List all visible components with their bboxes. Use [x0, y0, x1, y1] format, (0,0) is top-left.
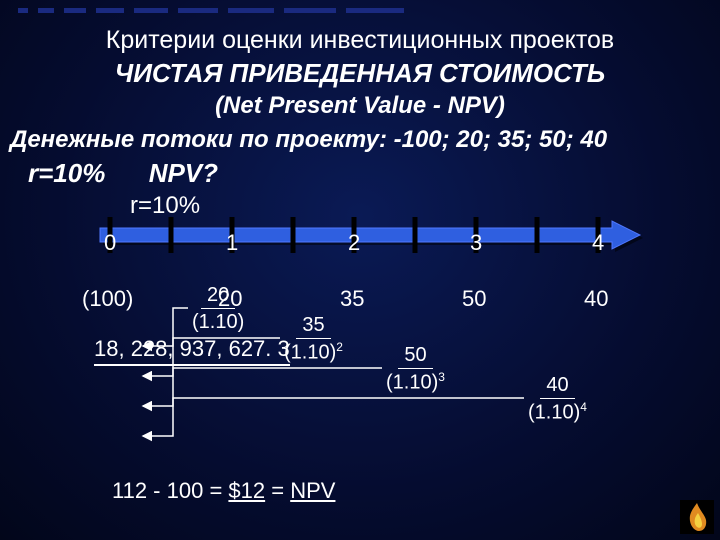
cashflow-label: 35	[340, 286, 364, 312]
cashflow-label: 50	[462, 286, 486, 312]
present-value-list: 18, 228, 937, 627. 3	[94, 334, 290, 366]
discount-fraction: 20(1.10)	[192, 284, 244, 333]
pv-value: 27. 3	[241, 334, 290, 365]
result-eq: =	[265, 478, 290, 503]
result-value: $12	[228, 478, 265, 503]
period-label: 3	[470, 230, 482, 256]
pv-value: 18, 2	[94, 334, 143, 365]
result-npv: NPV	[290, 478, 335, 503]
result-line: 112 - 100 = $12 = NPV	[112, 478, 335, 504]
corner-flame-icon	[680, 500, 714, 534]
period-label: 0	[104, 230, 116, 256]
cashflow-label: 40	[584, 286, 608, 312]
pv-value: 37, 6	[192, 334, 241, 365]
period-label: 1	[226, 230, 238, 256]
discount-fraction: 35(1.10)2	[284, 314, 343, 364]
discount-fraction: 40(1.10)4	[528, 374, 587, 424]
discount-fraction: 50(1.10)3	[386, 344, 445, 394]
label-overlay: 01234(100)2035504020(1.10)35(1.10)250(1.…	[0, 0, 720, 540]
result-prefix: 112 - 100 =	[112, 478, 228, 503]
period-label: 2	[348, 230, 360, 256]
pv-value: 28, 9	[143, 334, 192, 365]
cashflow-label: (100)	[82, 286, 133, 312]
period-label: 4	[592, 230, 604, 256]
